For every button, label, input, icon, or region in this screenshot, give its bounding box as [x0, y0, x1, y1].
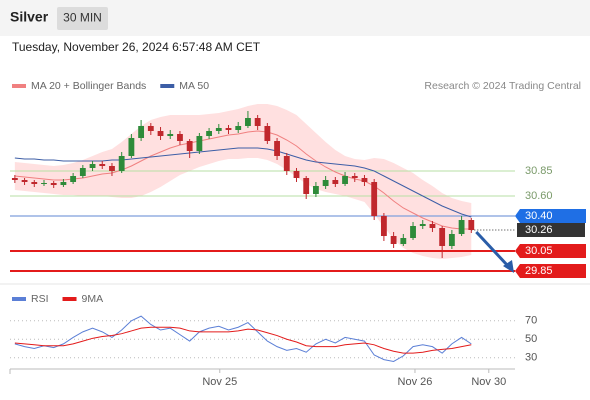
level-label: 30.60 [525, 190, 553, 202]
candle-body [303, 178, 310, 194]
candle-body [254, 118, 261, 126]
candle-body [99, 164, 106, 166]
level-label: 30.05 [525, 245, 553, 257]
candle-body [206, 131, 212, 136]
level-label: 30.26 [525, 224, 553, 236]
candle-body [79, 168, 86, 176]
candle-body [245, 118, 251, 126]
legend-label: RSI [31, 293, 49, 305]
indicator-line [14, 315, 472, 362]
candle-body [31, 182, 38, 184]
candle-body [109, 166, 115, 171]
indicator-line [14, 326, 472, 354]
level-box [515, 264, 586, 278]
candle-body [41, 183, 47, 184]
level-label: 29.85 [525, 265, 553, 277]
candle-body [264, 126, 271, 141]
candle-body [283, 156, 290, 171]
candle-body [332, 180, 339, 184]
level-label: 30.85 [525, 165, 553, 177]
legend-swatch [160, 84, 175, 88]
candle-body [21, 180, 28, 182]
candle-body [448, 234, 455, 246]
forecast-arrowhead [503, 260, 514, 273]
candle-body [138, 126, 145, 138]
level-box [515, 244, 586, 258]
legend-swatch [12, 297, 26, 301]
candle-body [60, 182, 67, 185]
y-tick-label: 30 [525, 352, 537, 364]
candle-body [371, 182, 378, 216]
legend-swatch [12, 84, 26, 88]
candle-body [410, 226, 416, 238]
moving-average [14, 147, 472, 218]
candle-body [235, 126, 242, 130]
candle-body [50, 183, 57, 185]
candle-body [458, 220, 465, 234]
timeframe-button[interactable] [57, 7, 108, 30]
candle-body [419, 224, 426, 226]
x-tick-label: Nov 30 [471, 376, 506, 388]
candle-body [215, 128, 222, 131]
y-tick-label: 70 [525, 315, 537, 327]
timeframe-label[interactable]: 30 MIN [63, 11, 102, 25]
legend-swatch [62, 297, 77, 301]
candle-body [128, 138, 135, 156]
candle-body [351, 176, 358, 178]
candle-body [11, 178, 18, 180]
candle-body [400, 238, 407, 244]
forecast-arrow [475, 230, 510, 268]
candle-body [157, 131, 164, 136]
legend-label: MA 20 + Bollinger Bands [31, 80, 146, 92]
credit: Research © 2024 Trading Central [424, 80, 581, 92]
candle-body [167, 134, 174, 136]
candle-body [186, 141, 193, 151]
level-box [517, 223, 585, 237]
instrument-title: Silver [10, 9, 49, 25]
candle-body [293, 171, 300, 178]
candle-body [361, 178, 368, 182]
candle-body [342, 176, 348, 184]
legend-label: MA 50 [179, 80, 209, 92]
candle-body [118, 156, 125, 171]
candle-body [70, 176, 77, 182]
candle-body [468, 220, 475, 230]
x-tick-label: Nov 26 [398, 376, 433, 388]
y-tick-label: 50 [525, 333, 537, 345]
candle-body [177, 134, 183, 141]
candle-body [313, 186, 319, 194]
level-box [515, 209, 586, 223]
candle-body [147, 126, 154, 131]
candle-body [322, 180, 329, 186]
candle-body [380, 216, 387, 236]
candle-body [225, 128, 232, 130]
x-tick-label: Nov 25 [202, 376, 237, 388]
candle-body [89, 164, 96, 168]
level-label: 30.40 [525, 210, 553, 222]
datetime: Tuesday, November 26, 2024 6:57:48 AM CE… [12, 40, 261, 54]
candle-body [439, 228, 446, 246]
candle-body [390, 236, 397, 244]
moving-average [14, 130, 472, 230]
legend-label: 9MA [82, 293, 104, 305]
candle-body [274, 141, 280, 156]
candle-body [429, 224, 436, 228]
candle-body [196, 136, 203, 151]
